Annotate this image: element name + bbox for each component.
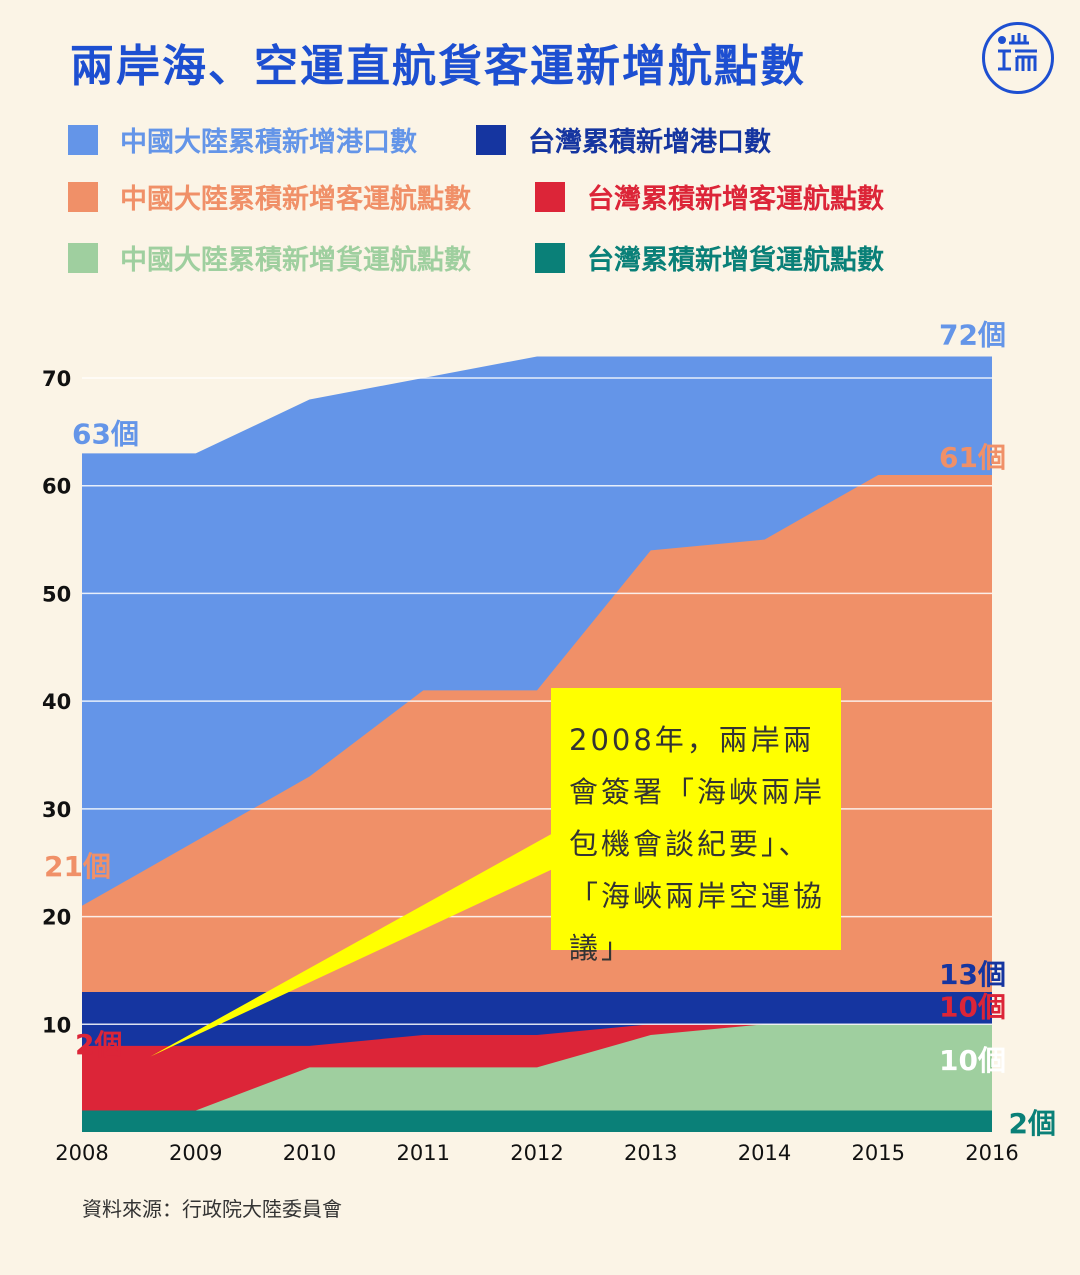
legend-item: 台灣累積新增貨運航點數	[535, 238, 884, 277]
legend-label: 中國大陸累積新增貨運航點數	[120, 245, 471, 276]
legend-label: 中國大陸累積新增港口數	[120, 127, 417, 158]
data-label: 13個	[939, 958, 1006, 991]
y-tick-label: 50	[42, 582, 71, 606]
source-note: 資料來源：行政院大陸委員會	[82, 1197, 342, 1221]
x-tick-label: 2012	[510, 1141, 563, 1165]
x-tick-label: 2008	[55, 1141, 108, 1165]
legend-label: 中國大陸累積新增客運航點數	[120, 184, 471, 215]
y-tick-label: 30	[42, 798, 71, 822]
legend-label: 台灣累積新增貨運航點數	[587, 245, 884, 276]
x-tick-label: 2009	[169, 1141, 222, 1165]
y-tick-label: 40	[42, 690, 71, 714]
y-tick-label: 20	[42, 906, 71, 930]
y-tick-label: 60	[42, 475, 71, 499]
y-tick-label: 70	[42, 367, 71, 391]
callout-box	[551, 688, 841, 950]
data-label: 21個	[44, 850, 111, 883]
legend-swatch	[535, 242, 565, 273]
x-tick-label: 2013	[624, 1141, 677, 1165]
x-tick-label: 2015	[852, 1141, 905, 1165]
legend-label: 台灣累積新增港口數	[528, 127, 771, 158]
legend-item: 中國大陸累積新增貨運航點數	[68, 238, 471, 277]
legend-label: 台灣累積新增客運航點數	[587, 184, 884, 215]
data-label: 72個	[939, 318, 1006, 351]
y-tick-label: 10	[42, 1013, 71, 1037]
legend-swatch	[476, 124, 506, 155]
x-tick-label: 2010	[283, 1141, 336, 1165]
legend-swatch	[68, 124, 98, 155]
initium-logo-icon	[982, 22, 1054, 94]
callout-text: 2008年，兩岸兩會簽署「海峽兩岸包機會談紀要」、「海峽兩岸空運協議」	[569, 723, 826, 965]
legend-item: 中國大陸累積新增港口數	[68, 120, 417, 159]
legend-swatch	[68, 181, 98, 212]
legend-item: 台灣累積新增港口數	[476, 120, 771, 159]
x-tick-label: 2014	[738, 1141, 791, 1165]
area-series	[82, 1110, 992, 1132]
data-label: 63個	[72, 417, 139, 450]
legend-item: 中國大陸累積新增客運航點數	[68, 177, 471, 216]
legend-swatch	[68, 242, 98, 273]
chart-title: 兩岸海、空運直航貨客運新增航點數	[70, 41, 806, 92]
x-tick-label: 2011	[397, 1141, 450, 1165]
x-tick-label: 2016	[965, 1141, 1018, 1165]
legend-item: 台灣累積新增客運航點數	[535, 177, 884, 216]
legend-swatch	[535, 181, 565, 212]
data-label: 61個	[939, 441, 1006, 474]
data-label: 2個	[1009, 1107, 1056, 1140]
area-series	[82, 474, 992, 1132]
data-label: 2個	[75, 1028, 122, 1061]
callout-pointer	[150, 832, 555, 1057]
area-series	[82, 1024, 992, 1132]
data-label: 10個	[939, 990, 1006, 1023]
data-label: 10個	[939, 1044, 1006, 1077]
